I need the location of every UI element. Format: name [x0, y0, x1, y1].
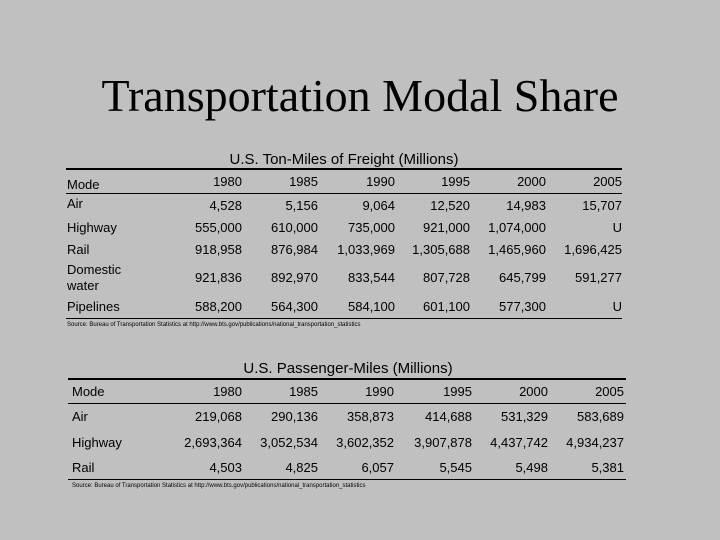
- passenger-row-mode: Rail: [72, 460, 95, 475]
- freight-header-year: 2000: [517, 174, 546, 189]
- freight-cell: 5,156: [285, 198, 318, 213]
- freight-cell: 4,528: [209, 198, 242, 213]
- passenger-cell: 358,873: [347, 409, 394, 424]
- freight-cell: 921,836: [195, 270, 242, 285]
- freight-cell: 584,100: [348, 299, 395, 314]
- freight-cell: 610,000: [271, 220, 318, 235]
- freight-row-mode: Air: [67, 196, 83, 211]
- freight-row-mode: Domestic water: [67, 262, 122, 293]
- freight-cell: 735,000: [348, 220, 395, 235]
- freight-row-mode: Pipelines: [67, 299, 120, 314]
- passenger-cell: 5,545: [439, 460, 472, 475]
- freight-cell: 12,520: [430, 198, 470, 213]
- freight-header-rule: [66, 193, 622, 194]
- freight-header-year: 1995: [441, 174, 470, 189]
- freight-cell: 15,707: [582, 198, 622, 213]
- freight-cell: 588,200: [195, 299, 242, 314]
- passenger-header-year: 1985: [289, 384, 318, 399]
- freight-bottom-rule: [66, 318, 622, 319]
- passenger-cell: 219,068: [195, 409, 242, 424]
- freight-cell: 918,958: [195, 242, 242, 257]
- passenger-cell: 3,052,534: [260, 435, 318, 450]
- freight-row-mode: Highway: [67, 220, 117, 235]
- passenger-cell: 4,503: [209, 460, 242, 475]
- passenger-cell: 4,934,237: [566, 435, 624, 450]
- freight-cell: 9,064: [362, 198, 395, 213]
- passenger-cell: 6,057: [361, 460, 394, 475]
- freight-cell: 921,000: [423, 220, 470, 235]
- freight-cell: 1,074,000: [488, 220, 546, 235]
- passenger-row-mode: Highway: [72, 435, 122, 450]
- freight-header-mode: Mode: [67, 177, 100, 192]
- freight-cell: 807,728: [423, 270, 470, 285]
- passenger-cell: 583,689: [577, 409, 624, 424]
- passenger-cell: 290,136: [271, 409, 318, 424]
- freight-header-year: 2005: [593, 174, 622, 189]
- freight-cell: 555,000: [195, 220, 242, 235]
- passenger-header-year: 2000: [519, 384, 548, 399]
- freight-cell: 1,033,969: [337, 242, 395, 257]
- freight-cell: 876,984: [271, 242, 318, 257]
- freight-cell: 591,277: [575, 270, 622, 285]
- passenger-table-caption: U.S. Passenger-Miles (Millions): [243, 360, 453, 377]
- freight-top-rule: [66, 168, 622, 170]
- passenger-cell: 5,381: [591, 460, 624, 475]
- passenger-header-year: 1990: [365, 384, 394, 399]
- passenger-source-note: Source: Bureau of Transportation Statist…: [72, 483, 366, 489]
- freight-cell: U: [612, 299, 622, 314]
- freight-row-mode: Rail: [67, 242, 90, 257]
- passenger-cell: 2,693,364: [184, 435, 242, 450]
- passenger-cell: 5,498: [515, 460, 548, 475]
- freight-cell: 833,544: [348, 270, 395, 285]
- freight-cell: 1,305,688: [412, 242, 470, 257]
- passenger-bottom-rule: [68, 479, 626, 480]
- freight-cell: U: [612, 220, 622, 235]
- passenger-header-rule: [68, 403, 626, 404]
- passenger-header-mode: Mode: [72, 384, 105, 399]
- passenger-header-year: 1980: [213, 384, 242, 399]
- passenger-cell: 414,688: [425, 409, 472, 424]
- freight-table-caption: U.S. Ton-Miles of Freight (Millions): [229, 151, 459, 168]
- freight-cell: 1,696,425: [564, 242, 622, 257]
- freight-header-year: 1980: [213, 174, 242, 189]
- freight-cell: 14,983: [506, 198, 546, 213]
- passenger-top-rule: [68, 378, 626, 380]
- passenger-cell: 4,825: [285, 460, 318, 475]
- passenger-row-mode: Air: [72, 409, 88, 424]
- freight-source-note: Source: Bureau of Transportation Statist…: [67, 322, 361, 328]
- passenger-cell: 3,602,352: [336, 435, 394, 450]
- freight-header-year: 1985: [289, 174, 318, 189]
- freight-cell: 601,100: [423, 299, 470, 314]
- page-title: Transportation Modal Share: [101, 70, 619, 121]
- passenger-header-year: 1995: [443, 384, 472, 399]
- freight-cell: 577,300: [499, 299, 546, 314]
- freight-cell: 645,799: [499, 270, 546, 285]
- freight-cell: 892,970: [271, 270, 318, 285]
- passenger-cell: 4,437,742: [490, 435, 548, 450]
- freight-cell: 1,465,960: [488, 242, 546, 257]
- passenger-cell: 531,329: [501, 409, 548, 424]
- passenger-header-year: 2005: [595, 384, 624, 399]
- passenger-cell: 3,907,878: [414, 435, 472, 450]
- freight-header-year: 1990: [366, 174, 395, 189]
- freight-cell: 564,300: [271, 299, 318, 314]
